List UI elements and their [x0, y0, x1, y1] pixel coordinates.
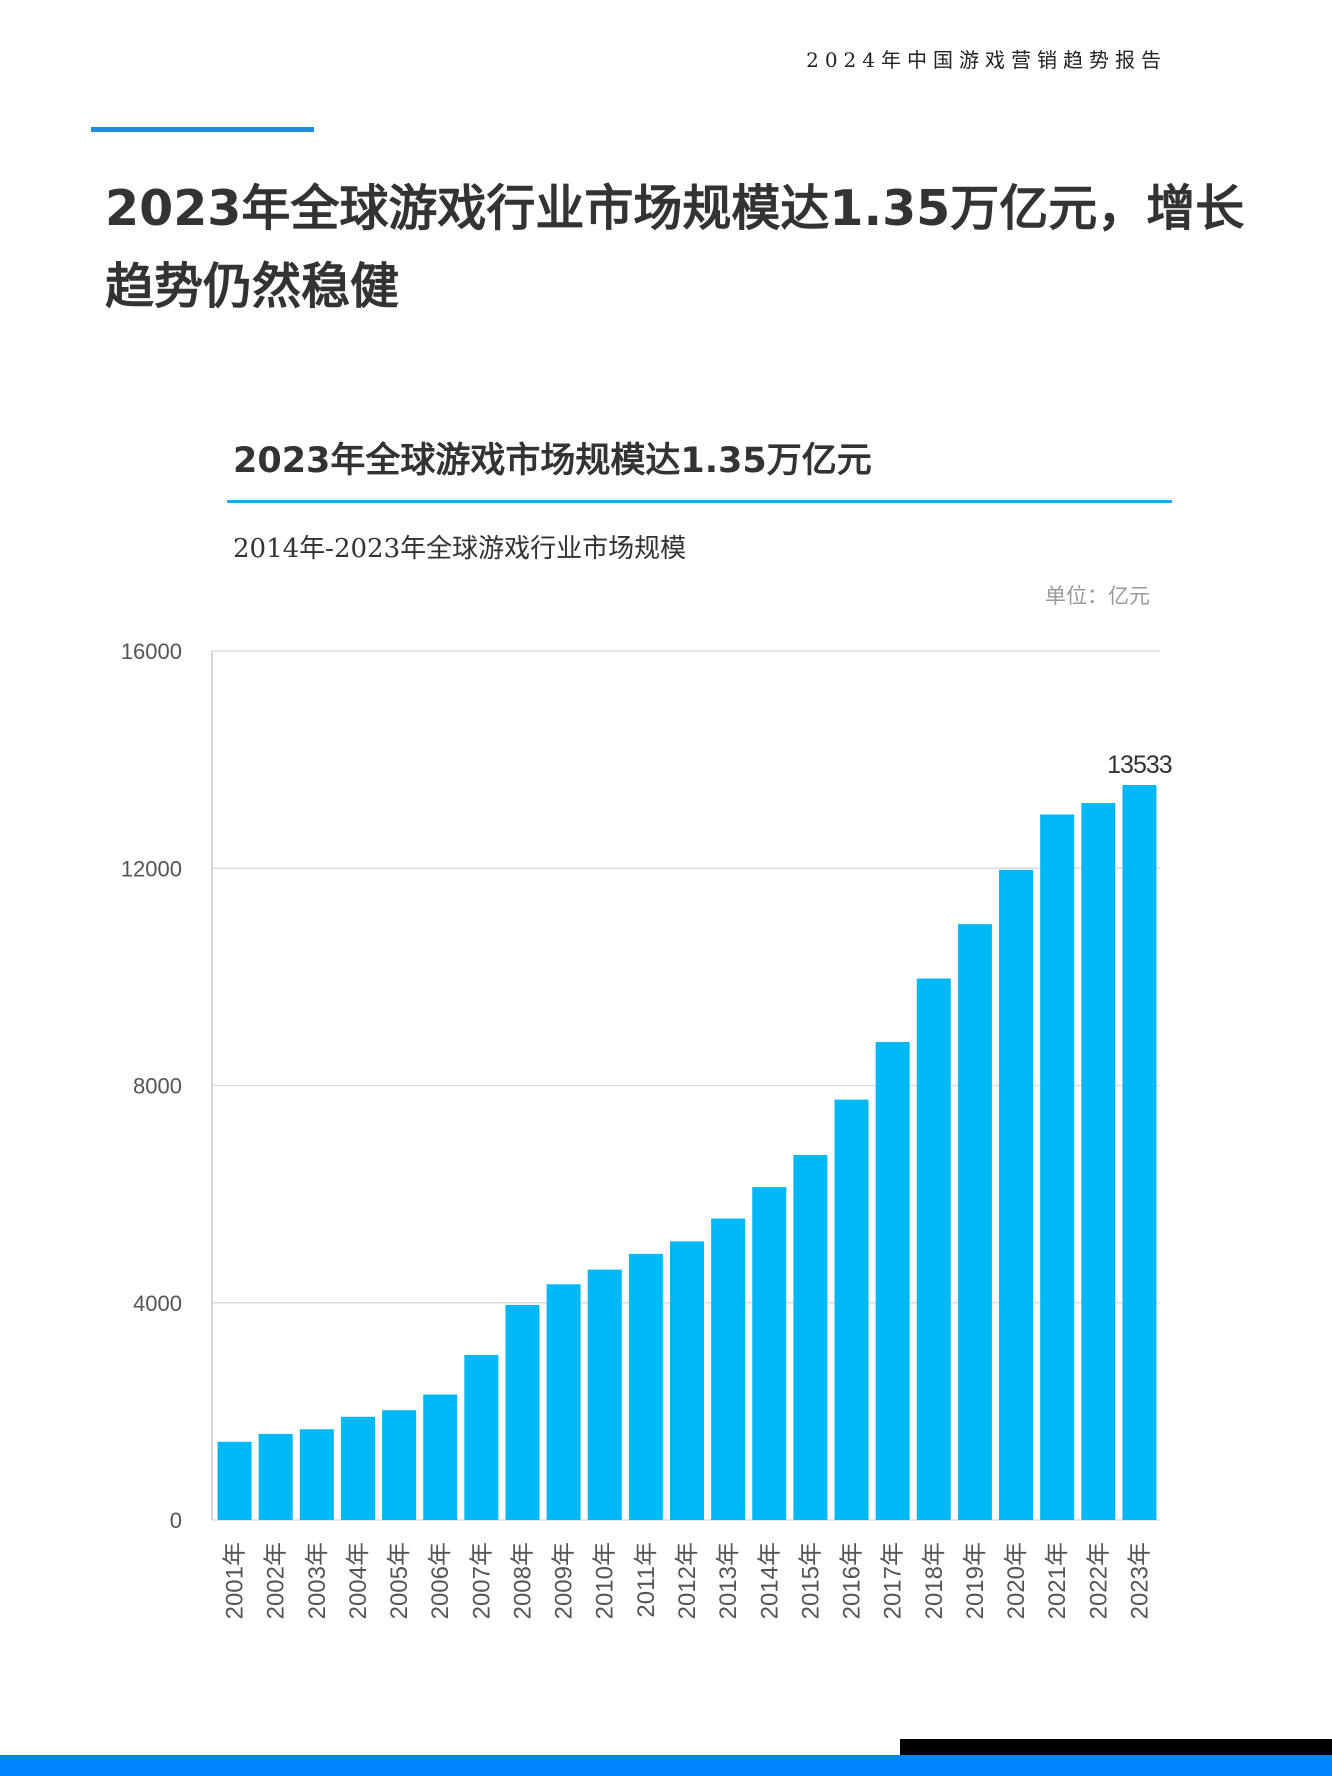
bar-2001年	[217, 1441, 252, 1520]
x-tick-label: 2010年	[592, 1542, 619, 1619]
y-tick-label: 12000	[121, 856, 182, 881]
x-tick-label: 2019年	[962, 1542, 989, 1619]
x-tick-label: 2023年	[1126, 1542, 1153, 1619]
x-tick-label: 2013年	[715, 1542, 742, 1619]
data-label: 13533	[1107, 751, 1172, 779]
bar-2011年	[628, 1253, 663, 1520]
x-tick-label: 2008年	[509, 1542, 536, 1619]
x-tick-label: 2005年	[386, 1542, 413, 1619]
y-tick-label: 16000	[121, 639, 182, 664]
bar-2018年	[916, 978, 951, 1520]
x-tick-label: 2003年	[304, 1542, 331, 1619]
bar-2021年	[1040, 814, 1075, 1520]
bar-2004年	[340, 1416, 375, 1520]
x-tick-label: 2014年	[756, 1542, 783, 1619]
bar-2015年	[793, 1155, 828, 1520]
chart-title-rule	[227, 500, 1172, 503]
bar-2012年	[670, 1241, 704, 1520]
x-tick-label: 2017年	[880, 1542, 907, 1619]
x-tick-label: 2006年	[427, 1542, 454, 1619]
bar-2009年	[546, 1284, 581, 1520]
bar-2005年	[382, 1410, 417, 1520]
accent-line	[91, 127, 314, 132]
bar-2022年	[1081, 803, 1116, 1520]
bar-2020年	[999, 869, 1034, 1520]
bar-2006年	[423, 1394, 458, 1520]
footer-black-bar	[900, 1739, 1332, 1756]
bar-2013年	[711, 1218, 746, 1520]
unit-label: 单位：亿元	[1045, 584, 1150, 608]
x-tick-label: 2022年	[1085, 1542, 1112, 1619]
x-tick-label: 2012年	[674, 1542, 701, 1619]
x-tick-label: 2020年	[1003, 1542, 1030, 1619]
bar-2017年	[875, 1042, 910, 1520]
footer-blue-bar	[0, 1755, 1332, 1776]
chart-title: 2023年全球游戏市场规模达1.35万亿元	[233, 441, 872, 481]
bar-2023年	[1122, 784, 1157, 1520]
x-tick-label: 2001年	[222, 1542, 249, 1619]
bar-2007年	[464, 1354, 499, 1520]
x-tick-label: 2018年	[921, 1542, 948, 1619]
x-tick-label: 2004年	[345, 1542, 372, 1619]
x-tick-label: 2021年	[1044, 1542, 1071, 1619]
x-tick-label: 2011年	[633, 1542, 660, 1618]
y-tick-label: 4000	[133, 1291, 182, 1316]
bar-2019年	[957, 924, 992, 1520]
bar-2003年	[299, 1429, 334, 1520]
y-tick-label: 8000	[133, 1074, 182, 1099]
x-tick-label: 2016年	[839, 1542, 866, 1619]
page-title: 2023年全球游戏行业市场规模达1.35万亿元，增长趋势仍然稳健	[105, 180, 1245, 315]
bar-2010年	[587, 1269, 622, 1520]
bar-2016年	[834, 1099, 869, 1520]
x-tick-label: 2007年	[468, 1542, 495, 1619]
x-tick-label: 2002年	[263, 1542, 290, 1619]
chart-subtitle: 2014年-2023年全球游戏行业市场规模	[233, 534, 687, 564]
y-tick-label: 0	[170, 1508, 182, 1533]
x-tick-label: 2015年	[797, 1542, 824, 1619]
x-tick-label: 2009年	[551, 1542, 578, 1619]
bar-2014年	[752, 1187, 787, 1520]
report-header: 2024年中国游戏营销趋势报告	[806, 48, 1167, 72]
bar-2002年	[258, 1433, 293, 1520]
bar-2008年	[505, 1304, 540, 1520]
